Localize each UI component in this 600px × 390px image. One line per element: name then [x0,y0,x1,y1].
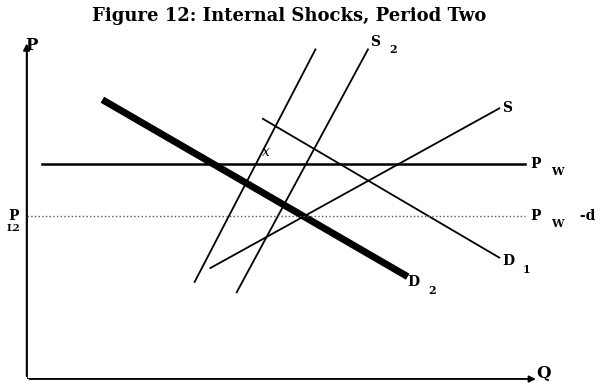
Text: L2: L2 [6,223,20,232]
Text: S: S [371,35,380,50]
Text: P: P [531,209,541,223]
Text: x: x [262,145,269,159]
Text: 2: 2 [428,285,436,296]
Text: 2: 2 [389,44,397,55]
Text: W: W [551,166,563,177]
Text: Q: Q [536,365,551,382]
Text: P: P [531,157,541,171]
Text: -d: -d [575,209,596,223]
Text: D: D [502,254,514,268]
Text: S: S [502,101,512,115]
Text: P: P [8,209,19,223]
Text: 1: 1 [523,264,530,275]
Text: D: D [407,275,419,289]
Text: W: W [551,218,563,229]
Text: P: P [26,37,38,55]
Title: Figure 12: Internal Shocks, Period Two: Figure 12: Internal Shocks, Period Two [92,7,487,25]
